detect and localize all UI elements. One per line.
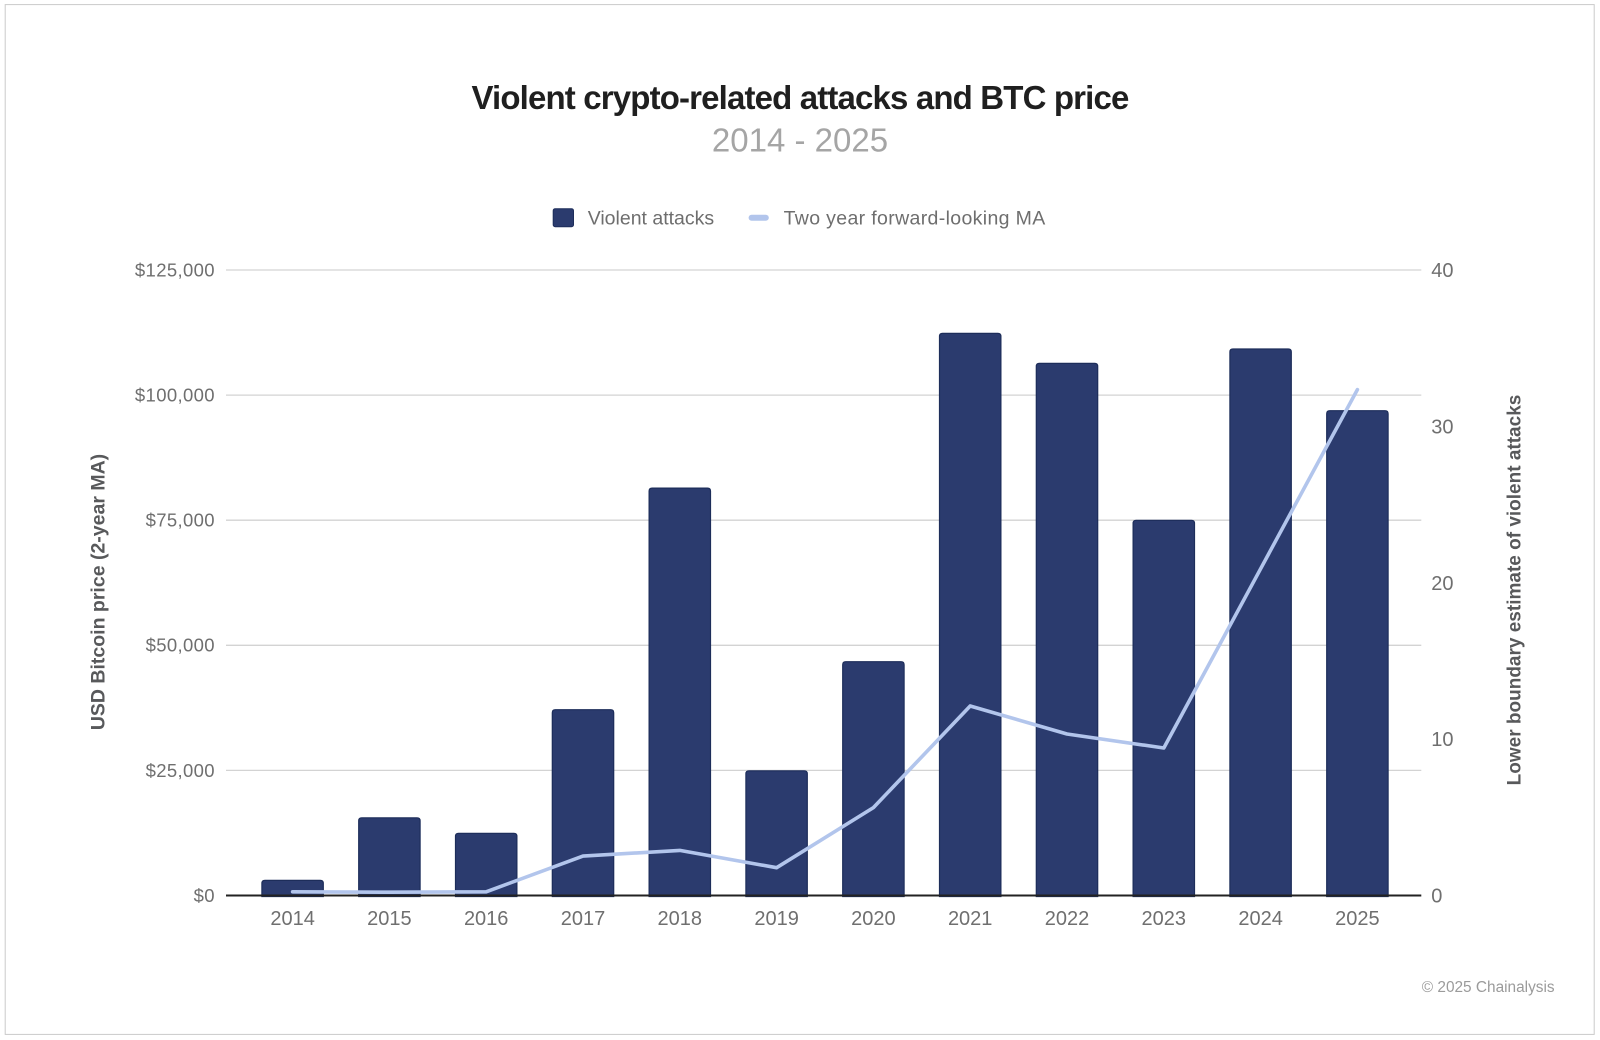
svg-text:2019: 2019: [754, 908, 799, 930]
svg-text:USD Bitcoin price (2-year MA): USD Bitcoin price (2-year MA): [88, 454, 110, 730]
svg-text:30: 30: [1431, 416, 1453, 438]
svg-text:20: 20: [1431, 573, 1453, 595]
svg-text:2014: 2014: [270, 908, 315, 930]
svg-text:Two year forward-looking MA: Two year forward-looking MA: [784, 207, 1046, 229]
svg-text:2015: 2015: [367, 908, 412, 930]
svg-text:$75,000: $75,000: [146, 510, 215, 531]
svg-text:2021: 2021: [948, 908, 993, 930]
svg-text:$25,000: $25,000: [146, 760, 215, 781]
svg-text:2014 - 2025: 2014 - 2025: [712, 122, 888, 159]
svg-text:2018: 2018: [658, 908, 703, 930]
svg-text:2023: 2023: [1142, 908, 1187, 930]
svg-text:2022: 2022: [1045, 908, 1090, 930]
svg-text:0: 0: [1431, 886, 1442, 908]
svg-text:$50,000: $50,000: [146, 635, 215, 656]
svg-text:2017: 2017: [561, 908, 606, 930]
svg-text:2025: 2025: [1335, 908, 1380, 930]
svg-text:Violent attacks: Violent attacks: [588, 207, 715, 229]
svg-text:$125,000: $125,000: [135, 259, 215, 280]
svg-text:© 2025 Chainalysis: © 2025 Chainalysis: [1422, 979, 1555, 996]
svg-text:2024: 2024: [1238, 908, 1283, 930]
svg-text:Violent crypto-related attacks: Violent crypto-related attacks and BTC p…: [471, 79, 1129, 116]
svg-text:2016: 2016: [464, 908, 509, 930]
svg-text:$100,000: $100,000: [135, 385, 215, 406]
svg-text:40: 40: [1431, 260, 1453, 282]
svg-text:10: 10: [1431, 729, 1453, 751]
svg-text:$0: $0: [194, 885, 215, 906]
svg-text:Lower boundary estimate of vio: Lower boundary estimate of violent attac…: [1505, 395, 1526, 786]
svg-text:2020: 2020: [851, 908, 896, 930]
